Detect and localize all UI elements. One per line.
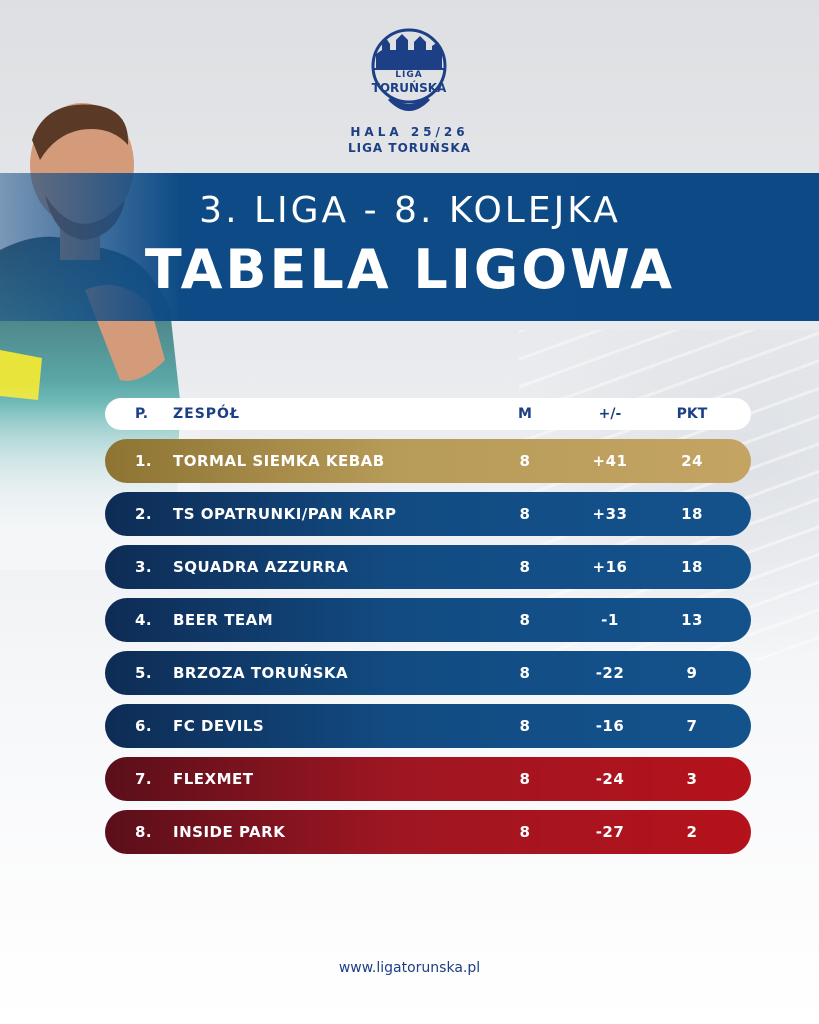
website-link[interactable]: www.ligatorunska.pl xyxy=(338,960,481,976)
row-matches: 8 xyxy=(519,505,531,523)
row-points: 2 xyxy=(686,823,698,841)
table-row: 2. TS OPATRUNKI/PAN KARP 8 +33 18 xyxy=(105,492,751,536)
header-points: PKT xyxy=(676,406,708,422)
row-position: 3. xyxy=(135,558,153,576)
row-matches: 8 xyxy=(519,823,531,841)
row-team: INSIDE PARK xyxy=(173,823,286,841)
round-subtitle: 3. LIGA - 8. KOLEJKA xyxy=(199,190,621,231)
row-points: 18 xyxy=(681,558,703,576)
title-banner xyxy=(0,173,819,321)
row-matches: 8 xyxy=(519,452,531,470)
row-goal-difference: -16 xyxy=(595,717,625,735)
table-row: 6. FC DEVILS 8 -16 7 xyxy=(105,704,751,748)
row-goal-difference: -22 xyxy=(595,664,625,682)
season-label: HALA 25/26 xyxy=(350,125,469,139)
row-matches: 8 xyxy=(519,611,531,629)
row-points: 24 xyxy=(681,452,703,470)
header-team: ZESPÓŁ xyxy=(173,406,240,422)
row-position: 8. xyxy=(135,823,153,841)
logo-line-1: LIGA xyxy=(395,70,423,80)
row-goal-difference: -27 xyxy=(595,823,625,841)
row-matches: 8 xyxy=(519,770,531,788)
logo-line-2: TORUŃSKA xyxy=(371,81,447,95)
row-team: SQUADRA AZZURRA xyxy=(173,558,349,576)
row-position: 6. xyxy=(135,717,153,735)
table-row: 3. SQUADRA AZZURRA 8 +16 18 xyxy=(105,545,751,589)
row-points: 9 xyxy=(686,664,698,682)
row-position: 7. xyxy=(135,770,153,788)
row-points: 7 xyxy=(686,717,698,735)
liga-torunska-logo: LIGA TORUŃSKA xyxy=(368,26,450,122)
row-matches: 8 xyxy=(519,717,531,735)
row-position: 5. xyxy=(135,664,153,682)
logo-emblem xyxy=(371,28,447,111)
row-goal-difference: +16 xyxy=(592,558,628,576)
table-row: 7. FLEXMET 8 -24 3 xyxy=(105,757,751,801)
row-points: 13 xyxy=(681,611,703,629)
row-team: FLEXMET xyxy=(173,770,254,788)
row-matches: 8 xyxy=(519,664,531,682)
row-position: 1. xyxy=(135,452,153,470)
table-row: 8. INSIDE PARK 8 -27 2 xyxy=(105,810,751,854)
standings-table: 1. TORMAL SIEMKA KEBAB 8 +41 24 2. TS OP… xyxy=(105,439,751,863)
row-points: 3 xyxy=(686,770,698,788)
row-team: TORMAL SIEMKA KEBAB xyxy=(173,452,385,470)
table-header: P. ZESPÓŁ M +/- PKT xyxy=(105,398,751,430)
row-goal-difference: -24 xyxy=(595,770,625,788)
row-goal-difference: +33 xyxy=(592,505,628,523)
row-position: 4. xyxy=(135,611,153,629)
header-position: P. xyxy=(135,406,149,422)
row-team: BRZOZA TORUŃSKA xyxy=(173,664,349,682)
table-row: 1. TORMAL SIEMKA KEBAB 8 +41 24 xyxy=(105,439,751,483)
row-goal-difference: -1 xyxy=(601,611,619,629)
table-row: 4. BEER TEAM 8 -1 13 xyxy=(105,598,751,642)
row-points: 18 xyxy=(681,505,703,523)
row-goal-difference: +41 xyxy=(592,452,628,470)
row-team: BEER TEAM xyxy=(173,611,274,629)
row-position: 2. xyxy=(135,505,153,523)
row-team: FC DEVILS xyxy=(173,717,265,735)
header-matches: M xyxy=(518,406,532,422)
table-row: 5. BRZOZA TORUŃSKA 8 -22 9 xyxy=(105,651,751,695)
page-title: TABELA LIGOWA xyxy=(144,238,676,301)
header-goal-difference: +/- xyxy=(598,406,622,422)
row-team: TS OPATRUNKI/PAN KARP xyxy=(173,505,397,523)
row-matches: 8 xyxy=(519,558,531,576)
league-name: LIGA TORUŃSKA xyxy=(347,141,472,155)
